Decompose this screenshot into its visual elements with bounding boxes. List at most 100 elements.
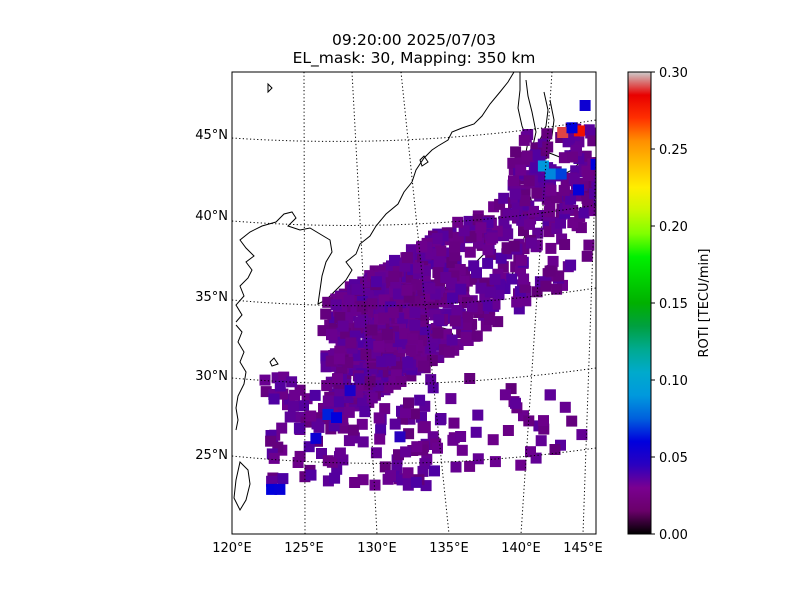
roti-cell	[498, 272, 510, 284]
roti-cell	[577, 177, 589, 189]
roti-cell	[551, 283, 563, 295]
roti-cell	[462, 311, 474, 323]
roti-cell	[557, 127, 569, 138]
roti-cell	[401, 252, 413, 264]
roti-cell	[522, 129, 534, 140]
roti-cell	[525, 446, 536, 458]
roti-cell	[567, 151, 578, 163]
roti-cell	[508, 175, 519, 187]
roti-cell	[343, 294, 355, 306]
roti-cell	[394, 431, 406, 443]
roti-cell	[582, 170, 594, 181]
roti-cell	[322, 409, 334, 420]
roti-cell	[448, 270, 460, 282]
roti-cell	[274, 483, 286, 495]
roti-cell	[386, 342, 398, 354]
map-title-time: 09:20:00 2025/07/03	[332, 31, 496, 49]
roti-cell	[487, 434, 499, 446]
roti-cell	[537, 160, 549, 172]
roti-cell	[313, 421, 325, 433]
colorbar-tick-label: 0.25	[659, 143, 688, 158]
roti-cell	[268, 452, 280, 464]
roti-cell	[424, 290, 435, 302]
roti-cell	[352, 362, 364, 374]
roti-cell	[454, 275, 466, 287]
roti-cell	[409, 295, 421, 307]
roti-cell	[419, 400, 431, 412]
roti-cell	[573, 184, 584, 196]
roti-cell	[366, 392, 378, 404]
roti-cell	[391, 462, 403, 474]
roti-cell	[367, 270, 379, 282]
roti-cell	[581, 250, 593, 262]
roti-cell	[515, 164, 527, 176]
roti-cell	[328, 420, 340, 432]
graticule	[232, 72, 596, 534]
roti-cell	[337, 454, 349, 466]
roti-cell	[549, 444, 561, 455]
roti-cell	[562, 202, 574, 214]
roti-cell	[483, 314, 495, 325]
roti-cell	[454, 264, 466, 275]
roti-cell	[492, 316, 504, 328]
lon-tick-label: 130°E	[357, 541, 397, 556]
roti-cell	[382, 473, 394, 485]
roti-cell	[329, 472, 341, 484]
roti-cell	[400, 446, 412, 458]
roti-cell	[537, 171, 549, 183]
roti-cell	[369, 479, 381, 491]
roti-cell	[471, 267, 482, 279]
roti-cell	[376, 356, 388, 368]
colorbar-tick-label: 0.10	[659, 374, 688, 389]
roti-cell	[425, 342, 437, 354]
roti-cell	[417, 465, 429, 477]
roti-cell	[573, 125, 585, 137]
roti-cell	[538, 423, 550, 435]
roti-cell	[370, 447, 382, 459]
roti-cell	[481, 300, 493, 312]
roti-cell	[425, 374, 437, 386]
roti-cell	[445, 393, 457, 405]
colorbar-tick-label: 0.00	[659, 528, 688, 543]
roti-cell	[320, 308, 332, 320]
roti-cell	[305, 410, 317, 422]
roti-cell	[596, 151, 607, 162]
roti-cell	[451, 306, 463, 318]
roti-cell	[581, 187, 593, 198]
roti-cell	[458, 225, 470, 237]
roti-cell	[542, 141, 554, 153]
roti-cell	[434, 276, 446, 288]
roti-cell	[393, 449, 404, 461]
roti-cell	[498, 192, 510, 204]
roti-cell	[379, 461, 391, 473]
roti-cell	[531, 187, 543, 199]
roti-cell	[420, 480, 432, 492]
roti-cell	[357, 436, 369, 448]
roti-cell	[265, 435, 277, 447]
roti-cell	[427, 298, 439, 310]
roti-cell	[403, 428, 415, 440]
roti-cell	[530, 162, 542, 174]
roti-cell	[567, 217, 579, 229]
roti-cell	[597, 143, 608, 154]
roti-cell	[359, 406, 371, 418]
roti-cell	[530, 142, 542, 154]
roti-cell	[337, 415, 349, 426]
lat-tick-label: 40°N	[195, 209, 228, 224]
roti-cell	[521, 150, 533, 162]
roti-cell	[333, 353, 345, 365]
roti-cell	[511, 202, 523, 214]
roti-cell	[409, 353, 421, 365]
roti-cell	[464, 460, 476, 472]
roti-cell	[408, 408, 420, 420]
roti-cell	[508, 240, 520, 252]
roti-cell	[494, 198, 506, 210]
roti-cell	[545, 168, 557, 180]
roti-cell	[565, 193, 577, 205]
roti-cell	[303, 441, 315, 453]
roti-cell	[407, 264, 419, 276]
roti-cell	[516, 214, 528, 226]
roti-cell	[511, 296, 523, 308]
roti-cell	[334, 312, 346, 323]
roti-cell	[322, 395, 334, 407]
